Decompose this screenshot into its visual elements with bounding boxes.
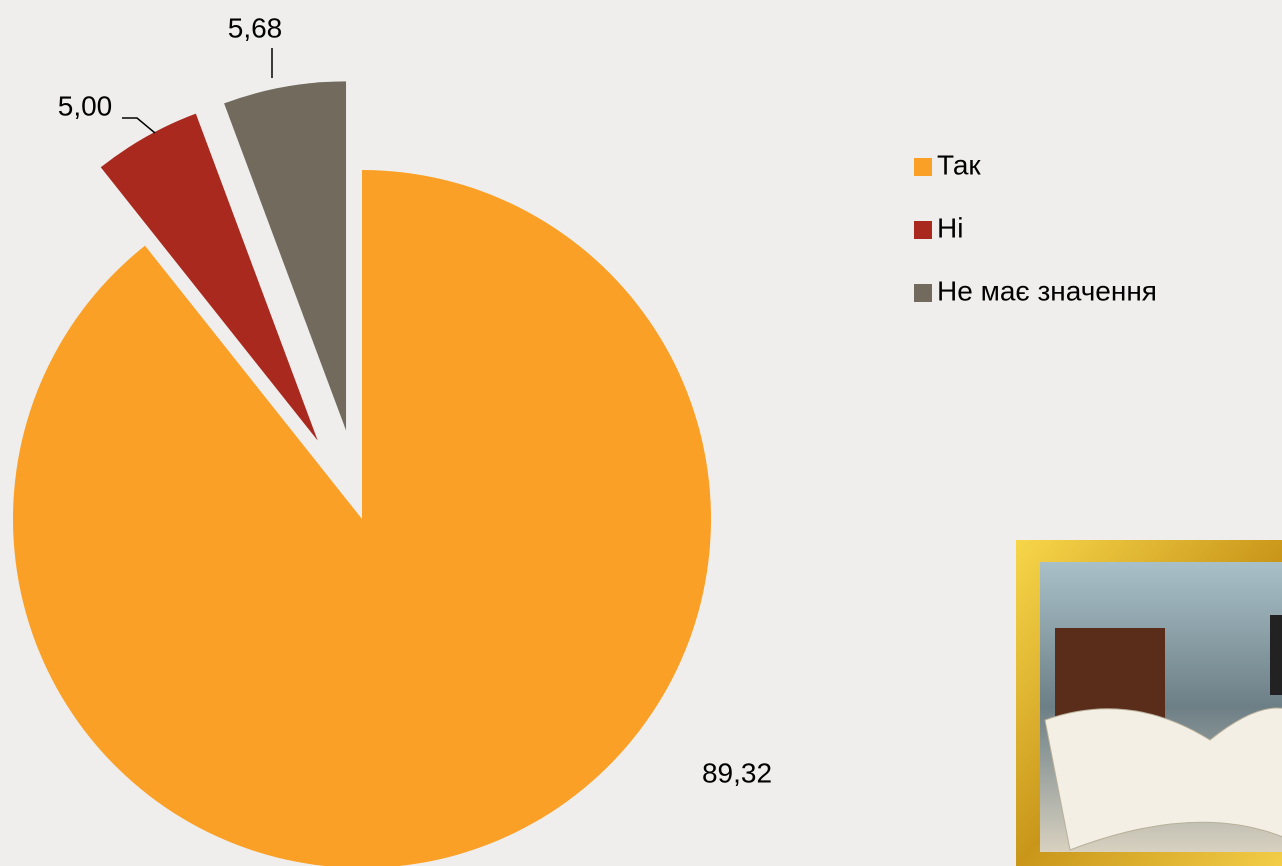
data-label: 5,68	[228, 12, 283, 43]
pie-slice	[13, 170, 711, 866]
legend-label: Не має значення	[937, 275, 1157, 306]
page: {"chart_data": {"type": "pie", "categori…	[0, 0, 1282, 866]
legend-label: Ні	[937, 212, 963, 243]
legend-label: Так	[937, 149, 981, 180]
legend-swatch	[914, 158, 932, 176]
legend-swatch	[914, 284, 932, 302]
leader-line	[122, 118, 155, 133]
chart: 89,32 5,00 5,68 Так Ні Не має значення	[0, 0, 1282, 866]
data-label: 5,00	[58, 90, 113, 121]
decorative-picture	[1016, 540, 1282, 866]
pie: 89,32 5,00 5,68	[13, 12, 772, 866]
legend: Так Ні Не має значення	[914, 149, 1157, 306]
data-label: 89,32	[702, 757, 772, 788]
legend-swatch	[914, 221, 932, 239]
